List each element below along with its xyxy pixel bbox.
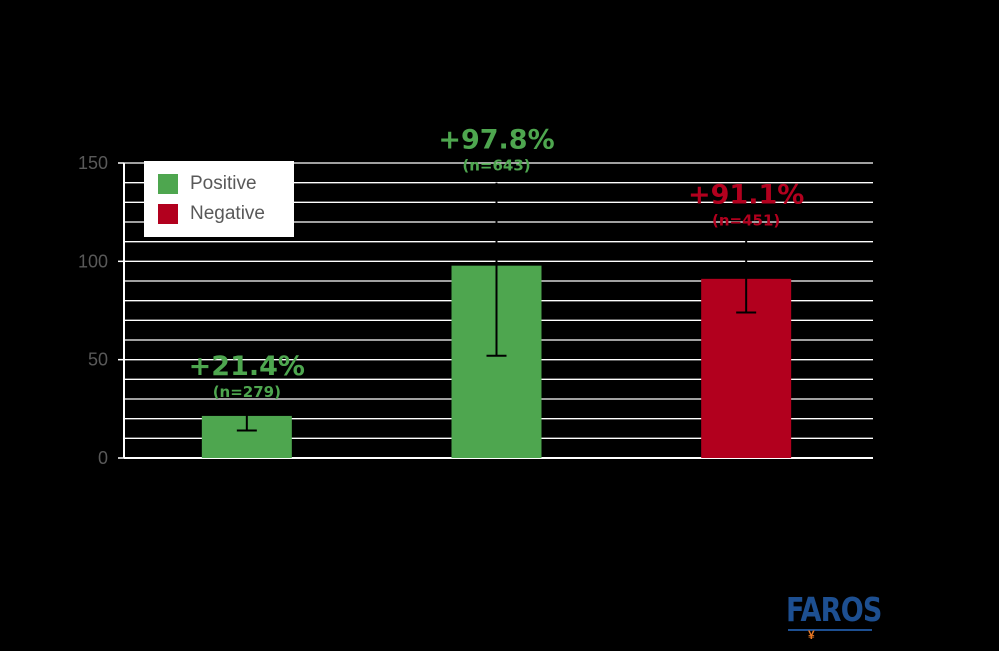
legend-item-negative: Negative xyxy=(158,203,265,225)
data-label-percent: +91.1% xyxy=(688,180,804,211)
y-tick-label: 50 xyxy=(88,350,108,370)
logo-wordmark: FAROS xyxy=(786,590,882,629)
data-label-percent: +21.4% xyxy=(189,351,305,382)
y-tick-label: 100 xyxy=(78,251,108,271)
legend-label-negative: Negative xyxy=(190,203,265,224)
logo-mark-icon: ¥ xyxy=(808,628,815,642)
data-label-n: (n=451) xyxy=(712,212,780,230)
data-label-n: (n=279) xyxy=(213,383,281,401)
legend-swatch-positive xyxy=(158,174,178,194)
y-tick-label: 0 xyxy=(98,448,108,468)
legend-label-positive: Positive xyxy=(190,173,257,194)
legend-swatch-negative xyxy=(158,204,178,224)
data-label-n: (n=643) xyxy=(462,157,530,175)
y-tick-label: 150 xyxy=(78,153,108,173)
chart-legend: Positive Negative xyxy=(144,161,294,237)
faros-logo: FAROS ¥ xyxy=(786,590,882,648)
data-label-percent: +97.8% xyxy=(438,125,554,156)
logo-underline xyxy=(788,629,872,631)
legend-item-positive: Positive xyxy=(158,173,257,195)
